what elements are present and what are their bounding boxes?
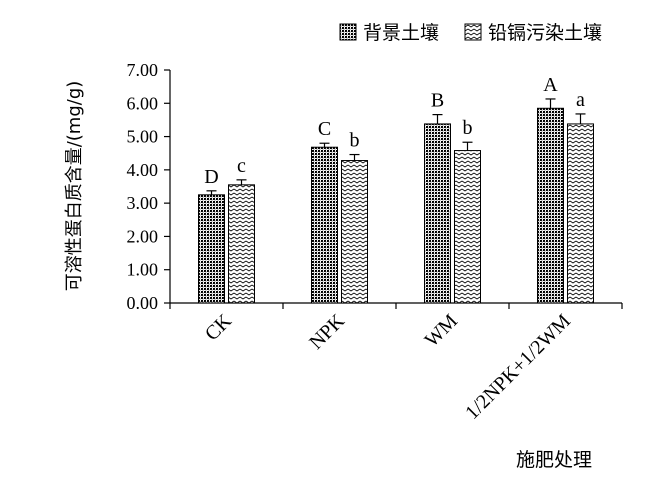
y-tick-label: 3.00 bbox=[127, 193, 159, 213]
bar-background-0 bbox=[198, 194, 225, 304]
y-tick-label: 7.00 bbox=[127, 60, 159, 80]
legend: 背景土壤 铅镉污染土壤 bbox=[339, 22, 602, 44]
bar-background-1 bbox=[311, 146, 338, 304]
significance-label: D bbox=[204, 166, 218, 188]
legend-swatch-contaminated-soil bbox=[464, 23, 482, 41]
category-label: 1/2NPK+1/2WM bbox=[461, 310, 575, 424]
x-axis-ticks bbox=[169, 303, 623, 309]
significance-label: a bbox=[576, 89, 585, 111]
category-labels-layer: CK NPK WM 1/2NPK+1/2WM bbox=[201, 310, 575, 424]
bar-contaminated-3 bbox=[567, 123, 594, 304]
significance-label: b bbox=[350, 130, 360, 152]
y-axis-label: 可溶性蛋白质含量/(mg/g) bbox=[64, 81, 85, 292]
x-axis-label: 施肥处理 bbox=[516, 449, 592, 471]
y-axis-ticks: 0.00 1.00 2.00 3.00 4.00 5.00 6.00 7.00 bbox=[127, 60, 170, 313]
significance-label: c bbox=[237, 155, 246, 177]
y-tick-label: 6.00 bbox=[127, 93, 159, 113]
significance-label: B bbox=[431, 90, 444, 112]
significance-label: b bbox=[463, 117, 473, 139]
y-tick-label: 4.00 bbox=[127, 160, 159, 180]
bar-contaminated-0 bbox=[228, 184, 255, 304]
significance-label: C bbox=[318, 118, 331, 140]
bar-background-3 bbox=[537, 107, 564, 304]
y-tick-label: 1.00 bbox=[127, 260, 159, 280]
category-label: NPK bbox=[305, 310, 349, 354]
bar-contaminated-1 bbox=[341, 160, 368, 304]
error-bars-layer bbox=[206, 98, 586, 195]
bars-layer bbox=[198, 107, 594, 304]
category-label: CK bbox=[201, 310, 237, 346]
category-label: WM bbox=[421, 310, 463, 352]
y-tick-label: 0.00 bbox=[127, 293, 159, 313]
legend-label-background-soil: 背景土壤 bbox=[363, 22, 439, 44]
y-tick-label: 5.00 bbox=[127, 127, 159, 147]
significance-label: A bbox=[543, 74, 558, 96]
bar-background-2 bbox=[424, 123, 451, 304]
bar-contaminated-2 bbox=[454, 150, 481, 304]
y-tick-label: 2.00 bbox=[127, 226, 159, 246]
legend-label-contaminated-soil: 铅镉污染土壤 bbox=[488, 22, 602, 44]
legend-swatch-background-soil bbox=[339, 23, 357, 41]
